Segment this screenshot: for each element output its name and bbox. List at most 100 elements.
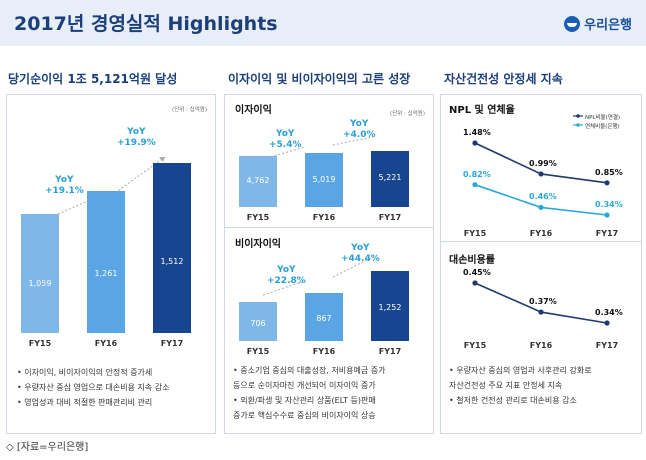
series-line xyxy=(474,142,608,184)
legend-marker-delinquency xyxy=(576,123,580,127)
bar-value-label: 1,512 xyxy=(160,256,184,266)
bullet-item: 자산건전성 주요 지표 안정세 지속 xyxy=(449,381,563,390)
bar-value-label: 867 xyxy=(316,314,332,324)
x-tick-label: FY16 xyxy=(94,339,118,348)
x-tick-label: FY15 xyxy=(463,341,487,350)
data-point xyxy=(604,212,610,218)
bar-fy16: 5,019 xyxy=(305,153,343,207)
x-tick-label: FY17 xyxy=(595,229,619,238)
x-tick-label: FY17 xyxy=(595,341,619,350)
bullet-item: • 우량자산 중심의 영업과 사후관리 강화로 xyxy=(449,366,592,375)
data-label: 0.99% xyxy=(529,158,557,168)
bullet-item: • 영업성과 대비 적절한 판매관리비 관리 xyxy=(17,398,153,407)
bar-fy15: 1,059 xyxy=(21,213,59,333)
divider xyxy=(225,227,433,228)
x-tick-label: FY16 xyxy=(312,213,336,222)
bar-value-label: 5,221 xyxy=(378,173,402,183)
x-tick-label: FY15 xyxy=(246,213,270,222)
yoy-label: YoY +19.1% xyxy=(45,175,84,196)
data-label: 0.34% xyxy=(595,308,623,317)
yoy-label: YoY +19.9% xyxy=(117,127,156,148)
bullet-item: 증가로 핵심수수료 중심의 비이자이익 상승 xyxy=(233,411,376,420)
section-credit-cost: 대손비용률 xyxy=(449,255,495,266)
x-tick-label: FY16 xyxy=(529,229,553,238)
x-tick-label: FY15 xyxy=(246,347,270,356)
bullet-item: • 중소기업 중심의 대출성장, 저비용예금 증가 xyxy=(233,366,386,375)
section-non-interest-income: 비이자이익 xyxy=(235,239,281,250)
yoy-arrow xyxy=(262,146,306,160)
bar-fy15: 4,762 xyxy=(239,155,277,207)
data-point xyxy=(538,204,544,211)
bar-fy17: 1,252 xyxy=(371,271,409,341)
yoy-label: YoY +44.4% xyxy=(341,243,380,264)
x-tick-label: FY17 xyxy=(160,339,184,348)
bullet-item: • 철저한 건전성 관리로 대손비용 감소 xyxy=(449,396,577,405)
data-label: 0.46% xyxy=(529,192,557,202)
x-tick-label: FY15 xyxy=(28,339,52,348)
panel-asset: NPL 및 연체율 NPL비율(연결) 연체비율(은행) 대손비용률 • 우량자… xyxy=(440,94,642,434)
bar-value-label: 5,019 xyxy=(312,174,336,184)
bar-fy16: 867 xyxy=(305,292,343,341)
bar-value-label: 706 xyxy=(250,319,266,329)
panel-title-net-income: 당기순이익 1조 5,121억원 달성 xyxy=(8,72,178,86)
data-point xyxy=(472,182,478,188)
section-npl: NPL 및 연체율 xyxy=(449,105,515,116)
bar-value-label: 1,261 xyxy=(94,269,118,279)
source-footer: ◇ [자료=우리은행] xyxy=(6,442,89,453)
bar-fy16: 1,261 xyxy=(87,191,125,333)
yoy-arrow xyxy=(332,136,374,146)
bar-value-label: 1,252 xyxy=(378,302,402,312)
bullet-item: • 이자이익, 비이자이익의 안정적 증가세 xyxy=(17,368,153,377)
legend-npl: NPL비율(연결) xyxy=(585,115,621,121)
bar-value-label: 4,762 xyxy=(246,176,270,186)
arrow-head-icon xyxy=(159,157,165,162)
interest-arrows xyxy=(262,136,374,296)
series-line xyxy=(474,282,608,324)
yoy-arrow xyxy=(262,280,306,296)
bar-fy17: 1,512 xyxy=(153,163,191,333)
legend-marker-npl xyxy=(576,114,580,118)
bank-logo: 우리은행 xyxy=(564,14,632,33)
data-label: 0.37% xyxy=(529,297,557,307)
data-label: 0.85% xyxy=(595,167,623,177)
series-line xyxy=(474,183,608,216)
bullet-item: • 우량자산 중심 영업으로 대손비용 지속 감소 xyxy=(17,383,170,392)
header-banner: 2017년 경영실적 Highlights 우리은행 xyxy=(0,0,646,46)
yoy-arrow xyxy=(332,256,374,278)
unit-label: (단위 : 십억원) xyxy=(172,107,207,113)
data-label: 1.48% xyxy=(463,128,491,137)
data-point xyxy=(538,309,544,315)
bullet-item: • 외환/파생 및 자산관리 상품(ELT 등)판매 xyxy=(233,396,376,405)
yoy-label: YoY +4.0% xyxy=(343,119,376,140)
yoy-label: YoY +5.4% xyxy=(269,129,302,150)
data-label: 0.45% xyxy=(463,268,491,277)
bar-fy15: 706 xyxy=(239,301,277,341)
bullets-interest: • 중소기업 중심의 대출성장, 저비용예금 증가 등으로 순이자마진 개선되어… xyxy=(233,363,385,423)
panel-title-asset: 자산건전성 안정세 지속 xyxy=(444,72,563,86)
panel-title-interest: 이자이익 및 비이자이익의 고른 성장 xyxy=(228,72,411,86)
bullet-item: 등으로 순이자마진 개선되어 이자이익 증가 xyxy=(233,381,376,390)
bullets-asset: • 우량자산 중심의 영업과 사후관리 강화로 자산건전성 주요 지표 안정세 … xyxy=(449,363,592,408)
bar-fy17: 5,221 xyxy=(371,151,409,207)
npl-legend xyxy=(573,114,583,127)
yoy-label: YoY +22.8% xyxy=(267,265,306,286)
legend-delinquency: 연체비율(은행) xyxy=(585,124,620,130)
bar-value-label: 1,059 xyxy=(28,279,52,289)
data-point xyxy=(472,140,478,146)
data-label: 0.82% xyxy=(463,169,491,179)
data-point xyxy=(472,280,478,286)
logo-icon xyxy=(564,15,581,32)
x-tick-label: FY17 xyxy=(378,347,402,356)
line-chart-svg xyxy=(472,140,610,218)
panel-interest: 이자이익 (단위 : 십억원) YoY +5.4% YoY +4.0% 비이자이… xyxy=(224,94,434,434)
data-point xyxy=(604,320,610,326)
x-tick-label: FY16 xyxy=(312,347,336,356)
section-interest-income: 이자이익 xyxy=(235,105,272,116)
panel-net-income: (단위 : 십억원) YoY +19.1% YoY +19.9% • 이자이익,… xyxy=(6,94,216,434)
data-point xyxy=(604,180,610,186)
x-tick-label: FY15 xyxy=(463,229,487,238)
data-point xyxy=(538,171,544,177)
logo-text: 우리은행 xyxy=(584,18,632,33)
x-tick-label: FY17 xyxy=(378,213,402,222)
page-title: 2017년 경영실적 Highlights xyxy=(14,13,278,35)
